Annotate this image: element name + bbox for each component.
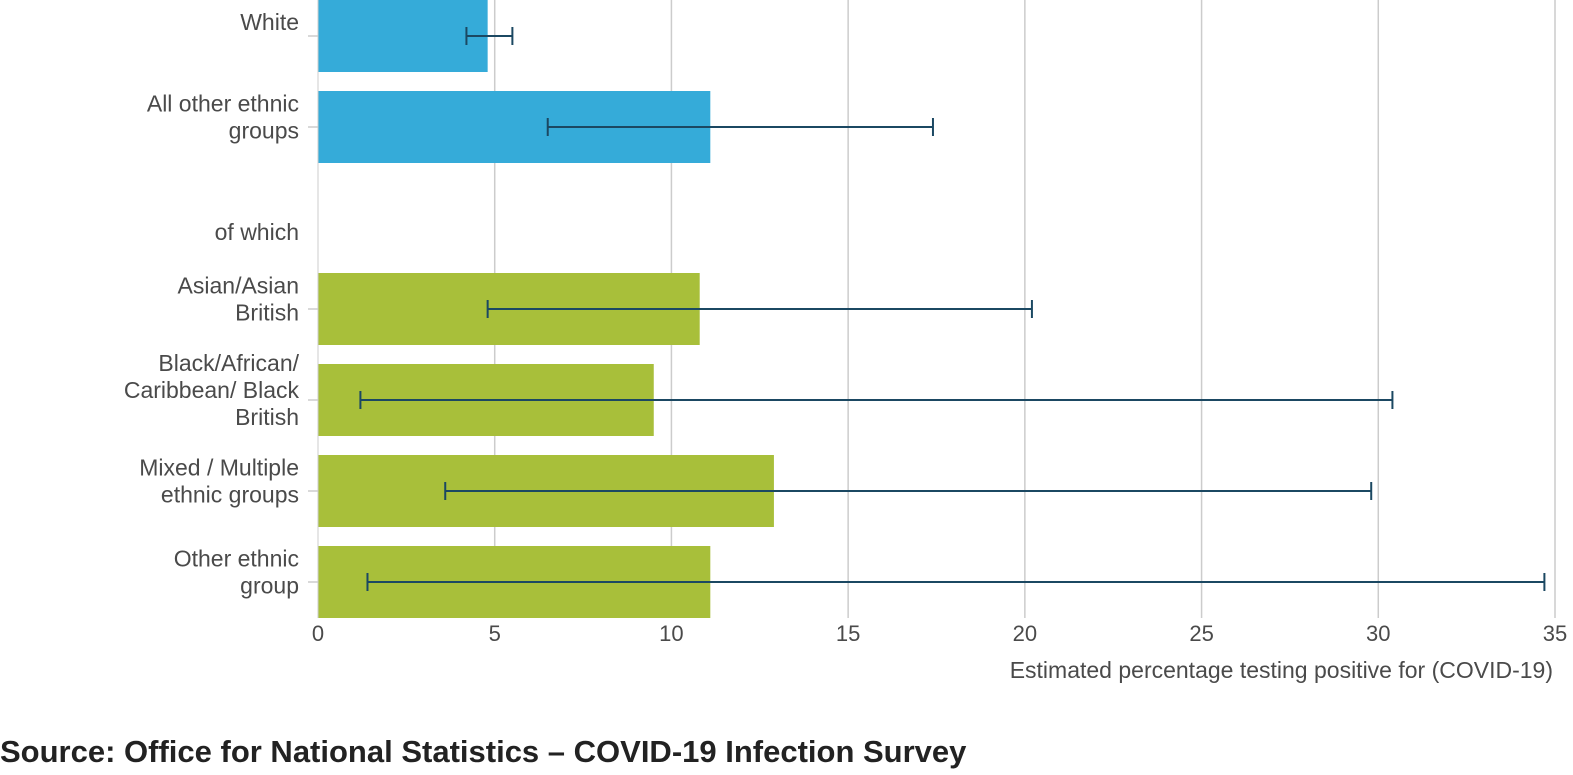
x-tick-label: 10 bbox=[659, 621, 683, 646]
category-label: Asian/Asian British bbox=[178, 273, 299, 326]
x-tick-label: 15 bbox=[836, 621, 860, 646]
category-label: of which bbox=[215, 219, 299, 245]
category-label: All other ethnic groups bbox=[147, 91, 299, 144]
category-label: Black/African/Caribbean/ Black British bbox=[124, 350, 300, 430]
category-label: Mixed / Multiple ethnic groups bbox=[139, 455, 299, 508]
category-label: White bbox=[240, 9, 299, 35]
x-tick-label: 20 bbox=[1013, 621, 1037, 646]
category-label: Other ethnic group bbox=[174, 546, 299, 599]
bar bbox=[318, 0, 488, 72]
x-tick-label: 5 bbox=[489, 621, 501, 646]
source-note: Source: Office for National Statistics –… bbox=[0, 734, 967, 769]
x-tick-label: 35 bbox=[1543, 621, 1567, 646]
x-tick-label: 0 bbox=[312, 621, 324, 646]
x-tick-label: 30 bbox=[1366, 621, 1390, 646]
chart: 0 5 10 15 20 25 30 35 White All other ethnic grou… bbox=[124, 0, 1567, 683]
x-axis-label: Estimated percentage testing positive fo… bbox=[1010, 657, 1553, 683]
x-tick-label: 25 bbox=[1189, 621, 1213, 646]
